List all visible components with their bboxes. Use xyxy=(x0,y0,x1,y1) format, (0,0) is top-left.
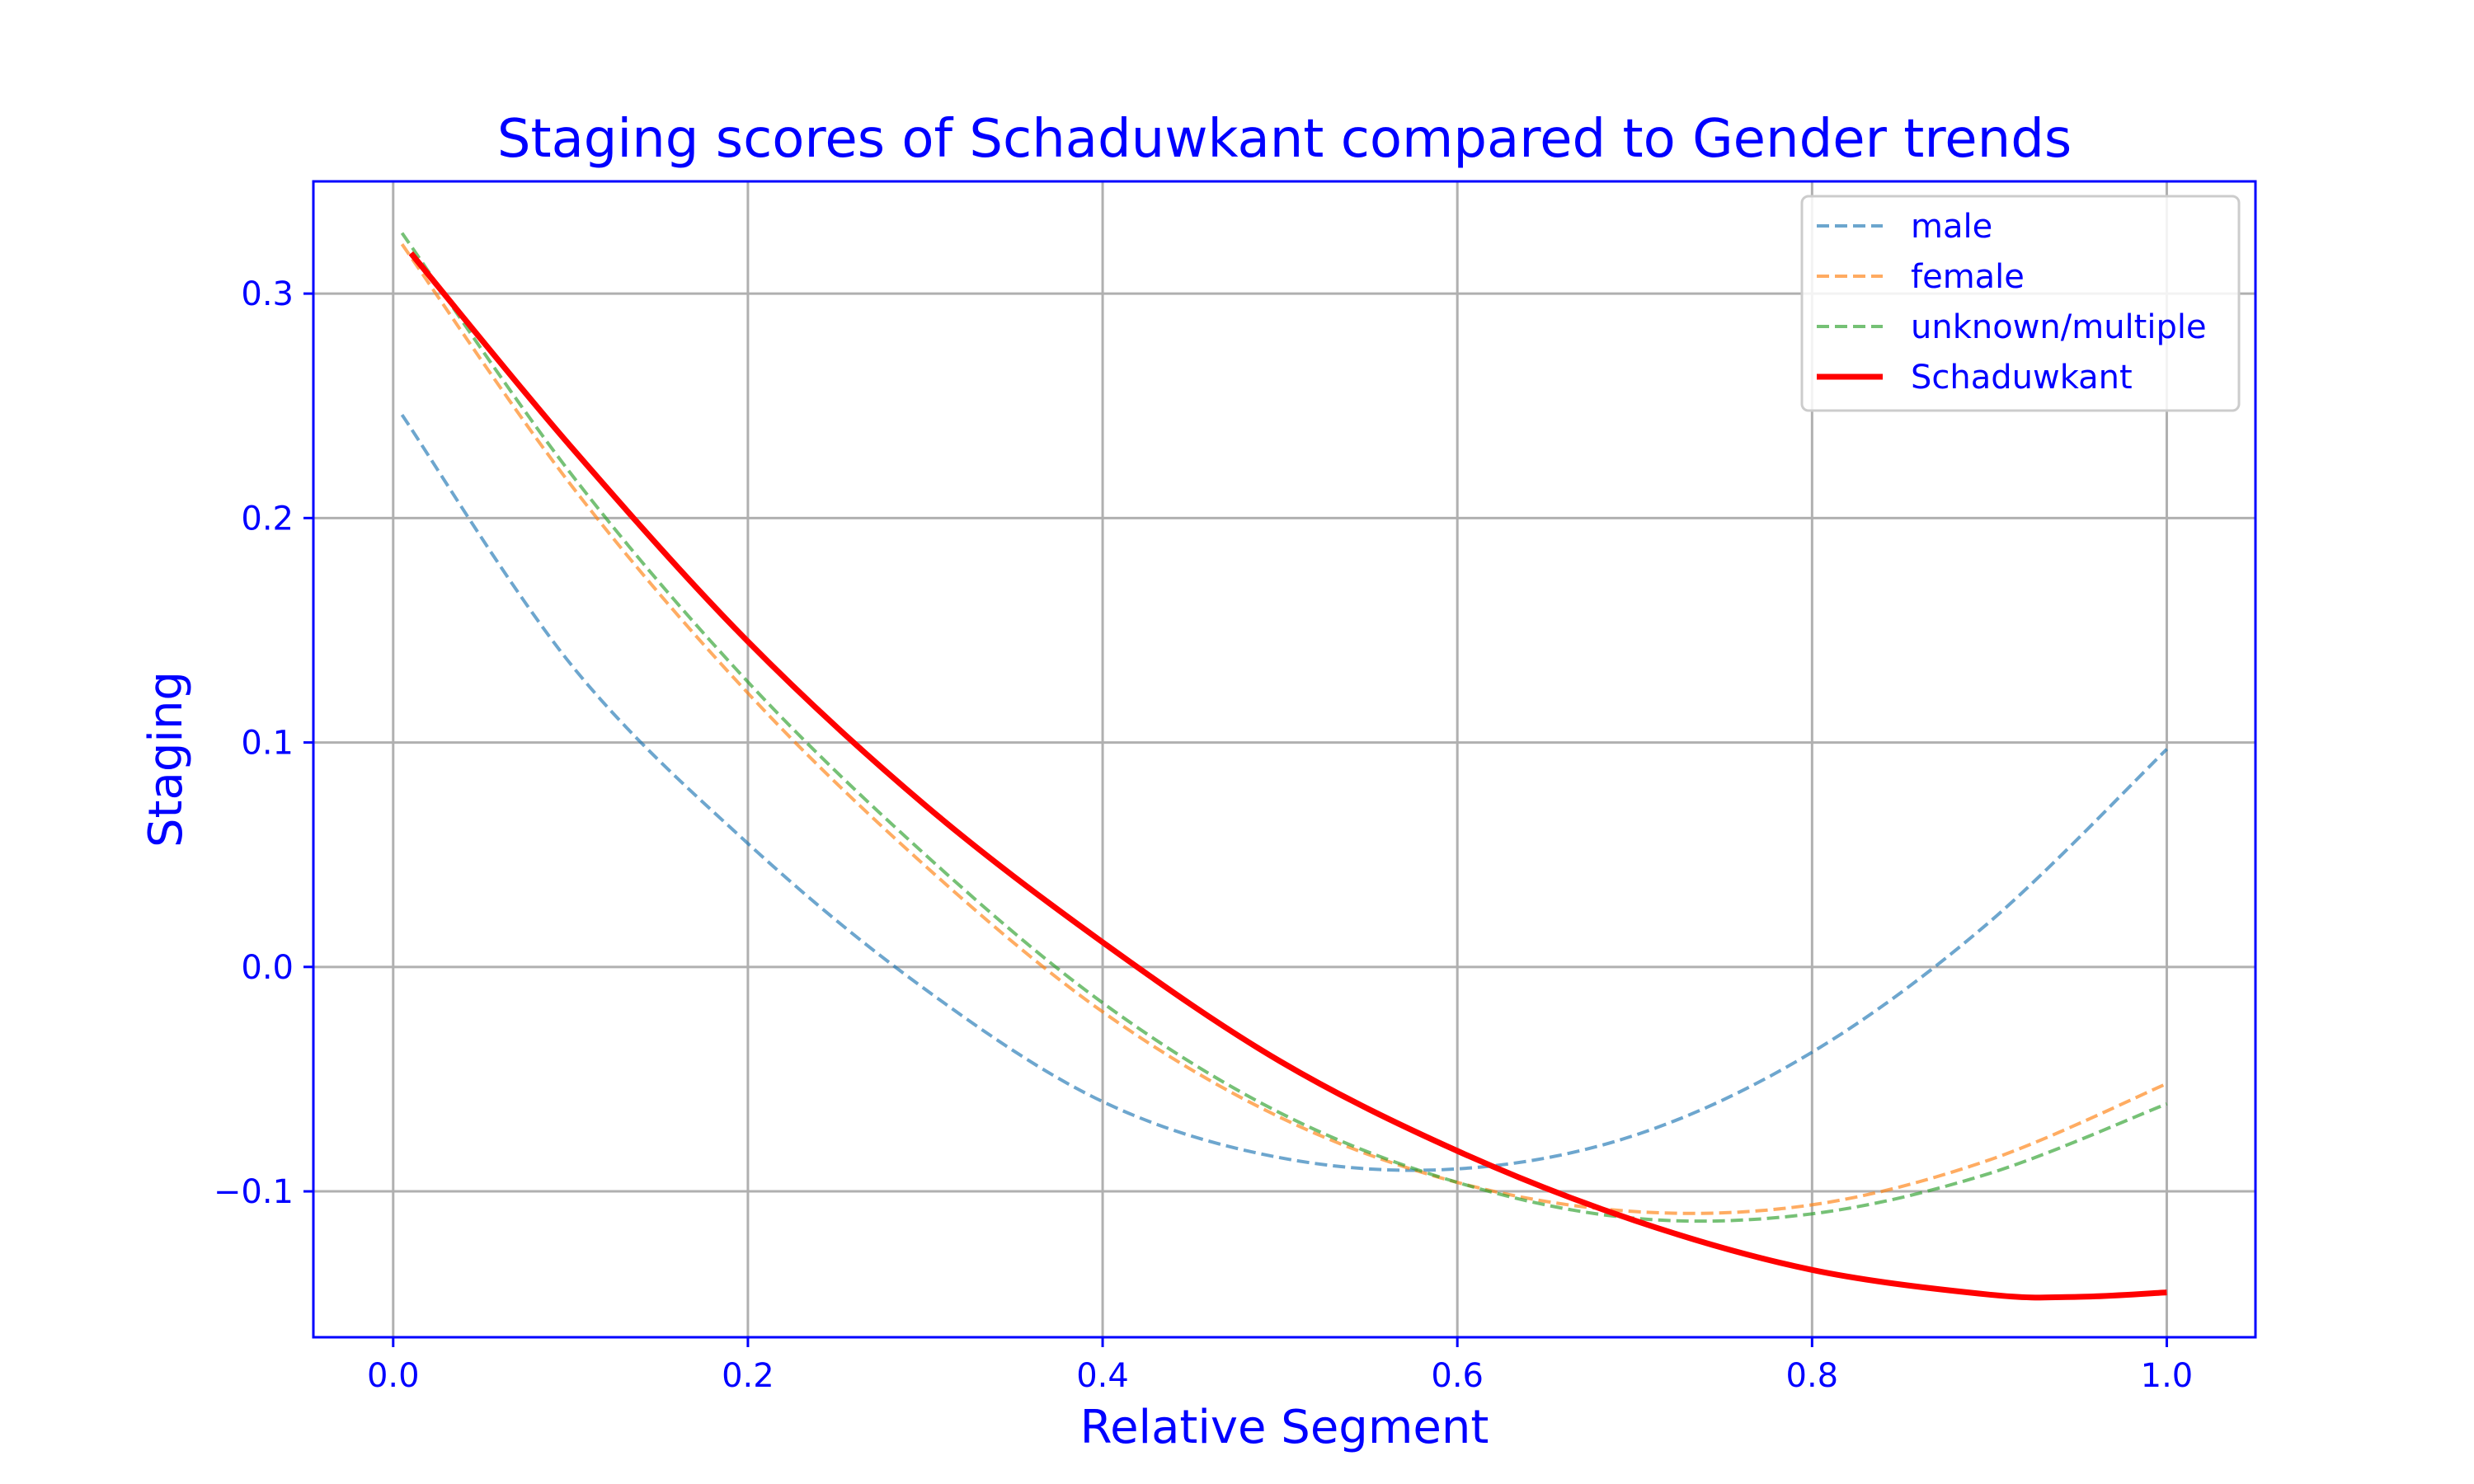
legend: male female unknown/multiple Schaduwkant xyxy=(1800,195,2241,412)
plot-frame xyxy=(312,180,2257,1339)
series-line-female xyxy=(400,243,2168,1215)
legend-label-female: female xyxy=(1911,258,2025,296)
tick-layer: 0.0 0.2 0.4 0.6 0.8 1.0 −0.1 0.0 0.1 0.2 0.3 xyxy=(214,275,2193,1395)
y-tick-label: 0.2 xyxy=(241,500,294,538)
series-line-male xyxy=(400,413,2168,1172)
series-line-unknown-multiple xyxy=(400,232,2168,1223)
chart-title: Staging scores of Schaduwkant compared t… xyxy=(497,109,2072,170)
y-tick-label: 0.1 xyxy=(241,725,294,763)
x-tick-label: 0.0 xyxy=(367,1357,420,1395)
x-tick-label: 0.4 xyxy=(1076,1357,1129,1395)
legend-label-schaduwkant: Schaduwkant xyxy=(1911,359,2133,397)
legend-label-male: male xyxy=(1911,208,1992,246)
x-tick-label: 0.6 xyxy=(1431,1357,1484,1395)
y-tick-label: −0.1 xyxy=(214,1173,294,1211)
y-tick-label: 0.0 xyxy=(241,949,294,987)
x-tick-label: 0.8 xyxy=(1786,1357,1839,1395)
legend-label-unknown-multiple: unknown/multiple xyxy=(1911,308,2207,346)
x-tick-label: 0.2 xyxy=(722,1357,774,1395)
y-axis-label: Staging xyxy=(139,671,193,848)
x-tick-label: 1.0 xyxy=(2141,1357,2194,1395)
y-tick-label: 0.3 xyxy=(241,275,294,313)
series-layer xyxy=(400,232,2168,1301)
x-axis-label: Relative Segment xyxy=(1080,1401,1489,1454)
series-line-schaduwkant xyxy=(408,251,2167,1301)
legend-box xyxy=(1800,195,2241,412)
